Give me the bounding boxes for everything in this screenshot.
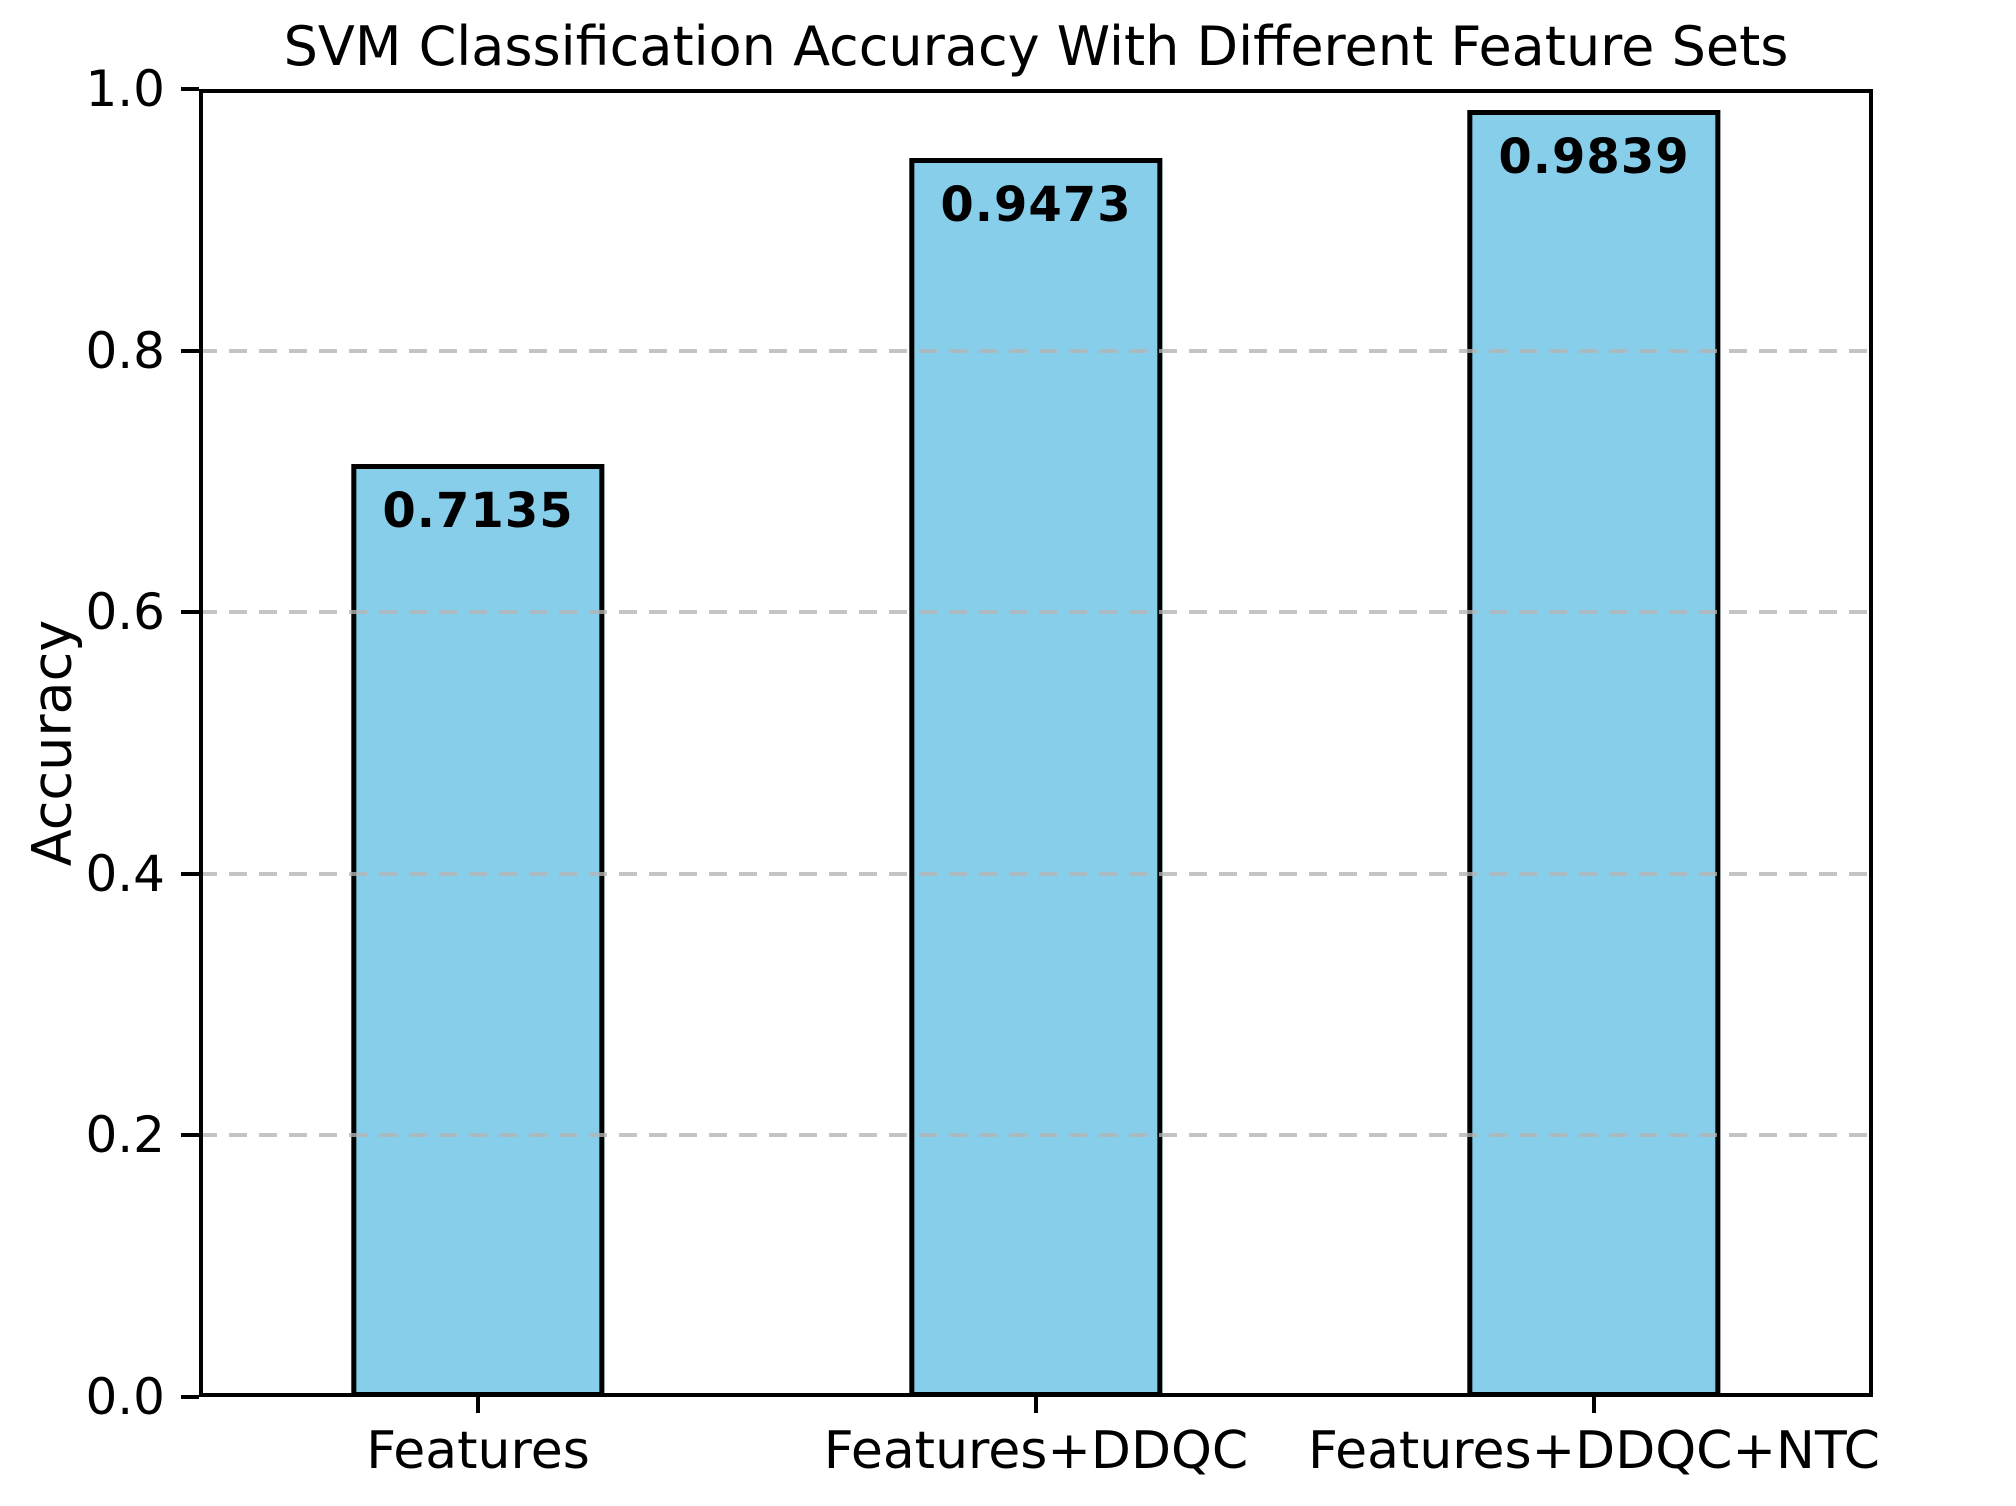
y-tick-label: 0.2 xyxy=(85,1106,165,1165)
y-tick-mark xyxy=(181,87,199,91)
y-tick-mark xyxy=(181,1133,199,1138)
bar-value-label: 0.7135 xyxy=(382,482,574,539)
y-axis-label: Accuracy xyxy=(20,619,84,867)
y-tick-label: 0.6 xyxy=(85,583,165,642)
plot-area: 0.7135 Features 0.9473 Features+DDQC 0.9839 F… xyxy=(85,60,1880,1481)
x-tick-label-features-ddqc: Features+DDQC xyxy=(823,1421,1249,1481)
y-tick-mark xyxy=(181,348,199,353)
x-tick-mark xyxy=(476,1397,480,1413)
bar-slot-features-ddqc-ntc: 0.9839 Features+DDQC+NTC xyxy=(1308,89,1880,1481)
y-tick-mark xyxy=(181,610,199,615)
y-tick-label: 0.0 xyxy=(85,1368,165,1426)
y-tick-mark xyxy=(181,1395,199,1399)
bar-value-label: 0.9839 xyxy=(1498,129,1690,186)
bar-features-ddqc: 0.9473 xyxy=(909,157,1163,1397)
chart-title: SVM Classification Accuracy With Differe… xyxy=(283,15,1789,78)
bar-slot-features-ddqc: 0.9473 Features+DDQC xyxy=(757,89,1315,1481)
bars-container: 0.7135 Features 0.9473 Features+DDQC 0.9839 F… xyxy=(199,89,1880,1481)
bar-features-ddqc-ntc: 0.9839 xyxy=(1467,110,1721,1397)
x-tick-mark xyxy=(1034,1397,1038,1413)
bar-value-label: 0.9473 xyxy=(940,176,1132,233)
x-tick-label-features-ddqc-ntc: Features+DDQC+NTC xyxy=(1308,1421,1880,1481)
y-tick-label: 1.0 xyxy=(85,60,165,118)
bar-features: 0.7135 xyxy=(351,463,605,1397)
bar-slot-features: 0.7135 Features xyxy=(199,89,757,1481)
y-tick-label: 0.4 xyxy=(85,844,165,903)
x-tick-mark xyxy=(1592,1397,1596,1413)
y-tick-mark xyxy=(181,871,199,876)
y-tick-label: 0.8 xyxy=(85,321,165,380)
x-tick-label-features: Features xyxy=(366,1421,590,1481)
